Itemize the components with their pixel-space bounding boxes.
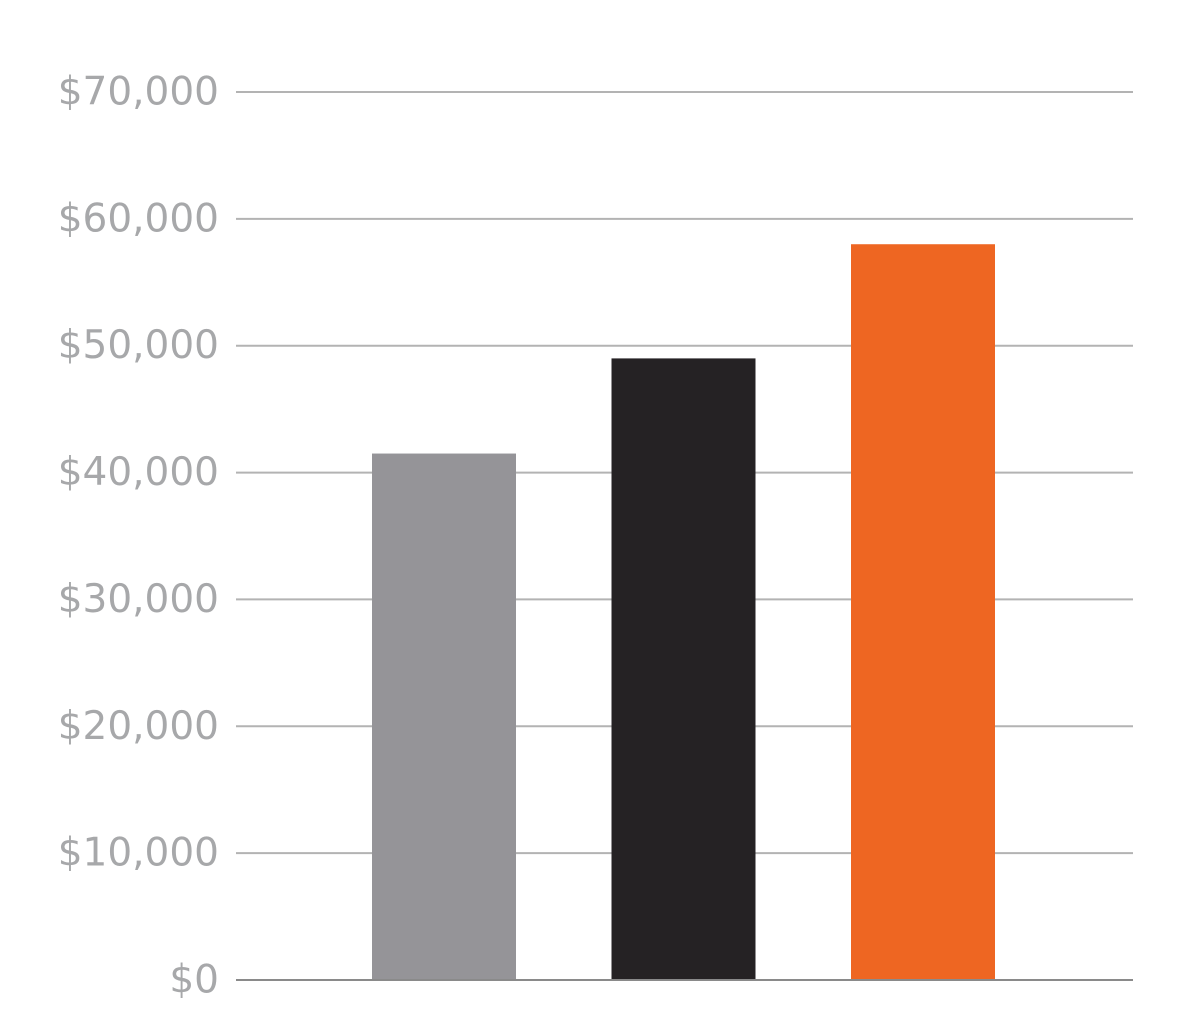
y-axis-tick-labels: $0 $10,000 $20,000 $30,000 $40,000 $50,000 $60… <box>58 70 219 1003</box>
y-tick-label: $30,000 <box>58 577 219 622</box>
bar <box>372 453 516 980</box>
y-tick-label: $0 <box>169 958 219 1003</box>
bar <box>851 244 995 980</box>
bars <box>372 244 995 980</box>
y-tick-label: $60,000 <box>58 196 219 241</box>
bar <box>611 358 756 980</box>
y-tick-label: $70,000 <box>58 70 219 115</box>
y-tick-label: $50,000 <box>58 323 219 368</box>
y-tick-label: $10,000 <box>58 831 219 876</box>
y-tick-label: $20,000 <box>58 704 219 749</box>
y-tick-label: $40,000 <box>58 450 219 495</box>
